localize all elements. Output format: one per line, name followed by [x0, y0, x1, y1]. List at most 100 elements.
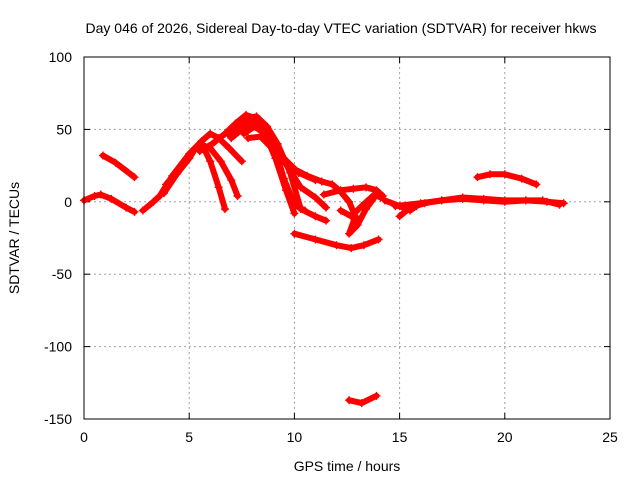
data-point — [532, 180, 541, 189]
data-point — [130, 207, 139, 216]
data-point — [244, 134, 253, 143]
plot-frame — [83, 56, 611, 420]
y-axis-label: SDTVAR / TECUs — [6, 182, 22, 294]
data-point — [279, 154, 288, 163]
x-tick-label: 10 — [287, 429, 303, 445]
data-point — [149, 197, 158, 206]
data-point — [374, 235, 383, 244]
data-point — [159, 189, 168, 198]
data-point — [233, 192, 242, 201]
data-point — [96, 190, 105, 199]
data-point — [359, 241, 368, 250]
x-tick-label: 5 — [185, 429, 193, 445]
data-point — [311, 235, 320, 244]
data-point — [130, 173, 139, 182]
data-point — [267, 132, 276, 141]
axis-ticks: 0 5 10 15 20 25 100 50 0 -50 -100 -150 — [44, 49, 618, 445]
data-point — [290, 209, 299, 218]
data-point — [214, 183, 223, 192]
data-point — [122, 203, 131, 212]
data-point — [239, 129, 248, 138]
data-point — [281, 186, 290, 195]
data-point — [195, 139, 204, 148]
y-tick-label: 0 — [64, 194, 72, 210]
data-point — [206, 129, 215, 138]
data-point — [328, 180, 337, 189]
data-point — [486, 170, 495, 179]
y-tick-label: 100 — [49, 49, 73, 65]
data-point — [395, 212, 404, 221]
data-point — [216, 157, 225, 166]
data-point — [380, 196, 389, 205]
x-tick-label: 0 — [80, 429, 88, 445]
data-point — [332, 241, 341, 250]
data-point — [345, 197, 354, 206]
data-point — [206, 157, 215, 166]
series-sat-18 — [473, 170, 541, 189]
grid-lines — [84, 57, 610, 419]
data-point — [500, 196, 509, 205]
data-point — [185, 150, 194, 159]
y-tick-label: 50 — [56, 121, 72, 137]
data-series — [80, 110, 568, 408]
data-point — [321, 203, 330, 212]
data-point — [311, 193, 320, 202]
data-point — [521, 196, 530, 205]
x-tick-label: 25 — [602, 429, 618, 445]
series-sat-01 — [80, 190, 139, 216]
data-point — [538, 196, 547, 205]
data-point — [254, 118, 263, 127]
data-point — [252, 112, 261, 121]
series-line — [99, 152, 138, 181]
data-point — [473, 173, 482, 182]
data-point — [361, 205, 370, 214]
data-point — [256, 132, 265, 141]
data-point — [370, 190, 379, 199]
data-point — [220, 205, 229, 214]
data-point — [347, 212, 356, 221]
series-line — [81, 191, 138, 215]
data-point — [458, 193, 467, 202]
data-point — [345, 229, 354, 238]
x-tick-label: 20 — [497, 429, 513, 445]
x-tick-label: 15 — [392, 429, 408, 445]
series-sat-11 — [254, 118, 320, 185]
data-point — [162, 180, 171, 189]
data-point — [225, 144, 234, 153]
data-point — [391, 202, 400, 211]
data-point — [317, 177, 326, 186]
x-axis-label: GPS time / hours — [294, 458, 401, 474]
data-point — [98, 151, 107, 160]
data-point — [347, 244, 356, 253]
data-point — [437, 196, 446, 205]
data-point — [246, 118, 255, 127]
data-point — [296, 183, 305, 192]
data-point — [155, 192, 164, 201]
y-tick-label: -50 — [52, 266, 72, 282]
data-point — [138, 206, 147, 215]
series-sat-10 — [244, 132, 379, 238]
data-point — [311, 176, 320, 185]
data-point — [357, 399, 366, 408]
series-sat-19 — [345, 391, 381, 408]
chart-title: Day 046 of 2026, Sidereal Day-to-day VTE… — [86, 20, 597, 36]
data-point — [174, 165, 183, 174]
series-sat-14 — [336, 190, 385, 221]
series-sat-17 — [391, 193, 564, 211]
data-point — [319, 190, 328, 199]
data-point — [311, 212, 320, 221]
series-line — [320, 184, 386, 199]
data-point — [555, 200, 564, 209]
series-line — [474, 171, 540, 188]
data-point — [294, 168, 303, 177]
data-point — [372, 391, 381, 400]
data-point — [517, 174, 526, 183]
series-sat-02 — [98, 151, 139, 182]
data-point — [345, 396, 354, 405]
data-point — [107, 194, 116, 203]
series-line — [291, 230, 382, 252]
data-point — [227, 176, 236, 185]
data-point — [376, 193, 385, 202]
data-point — [353, 220, 362, 229]
